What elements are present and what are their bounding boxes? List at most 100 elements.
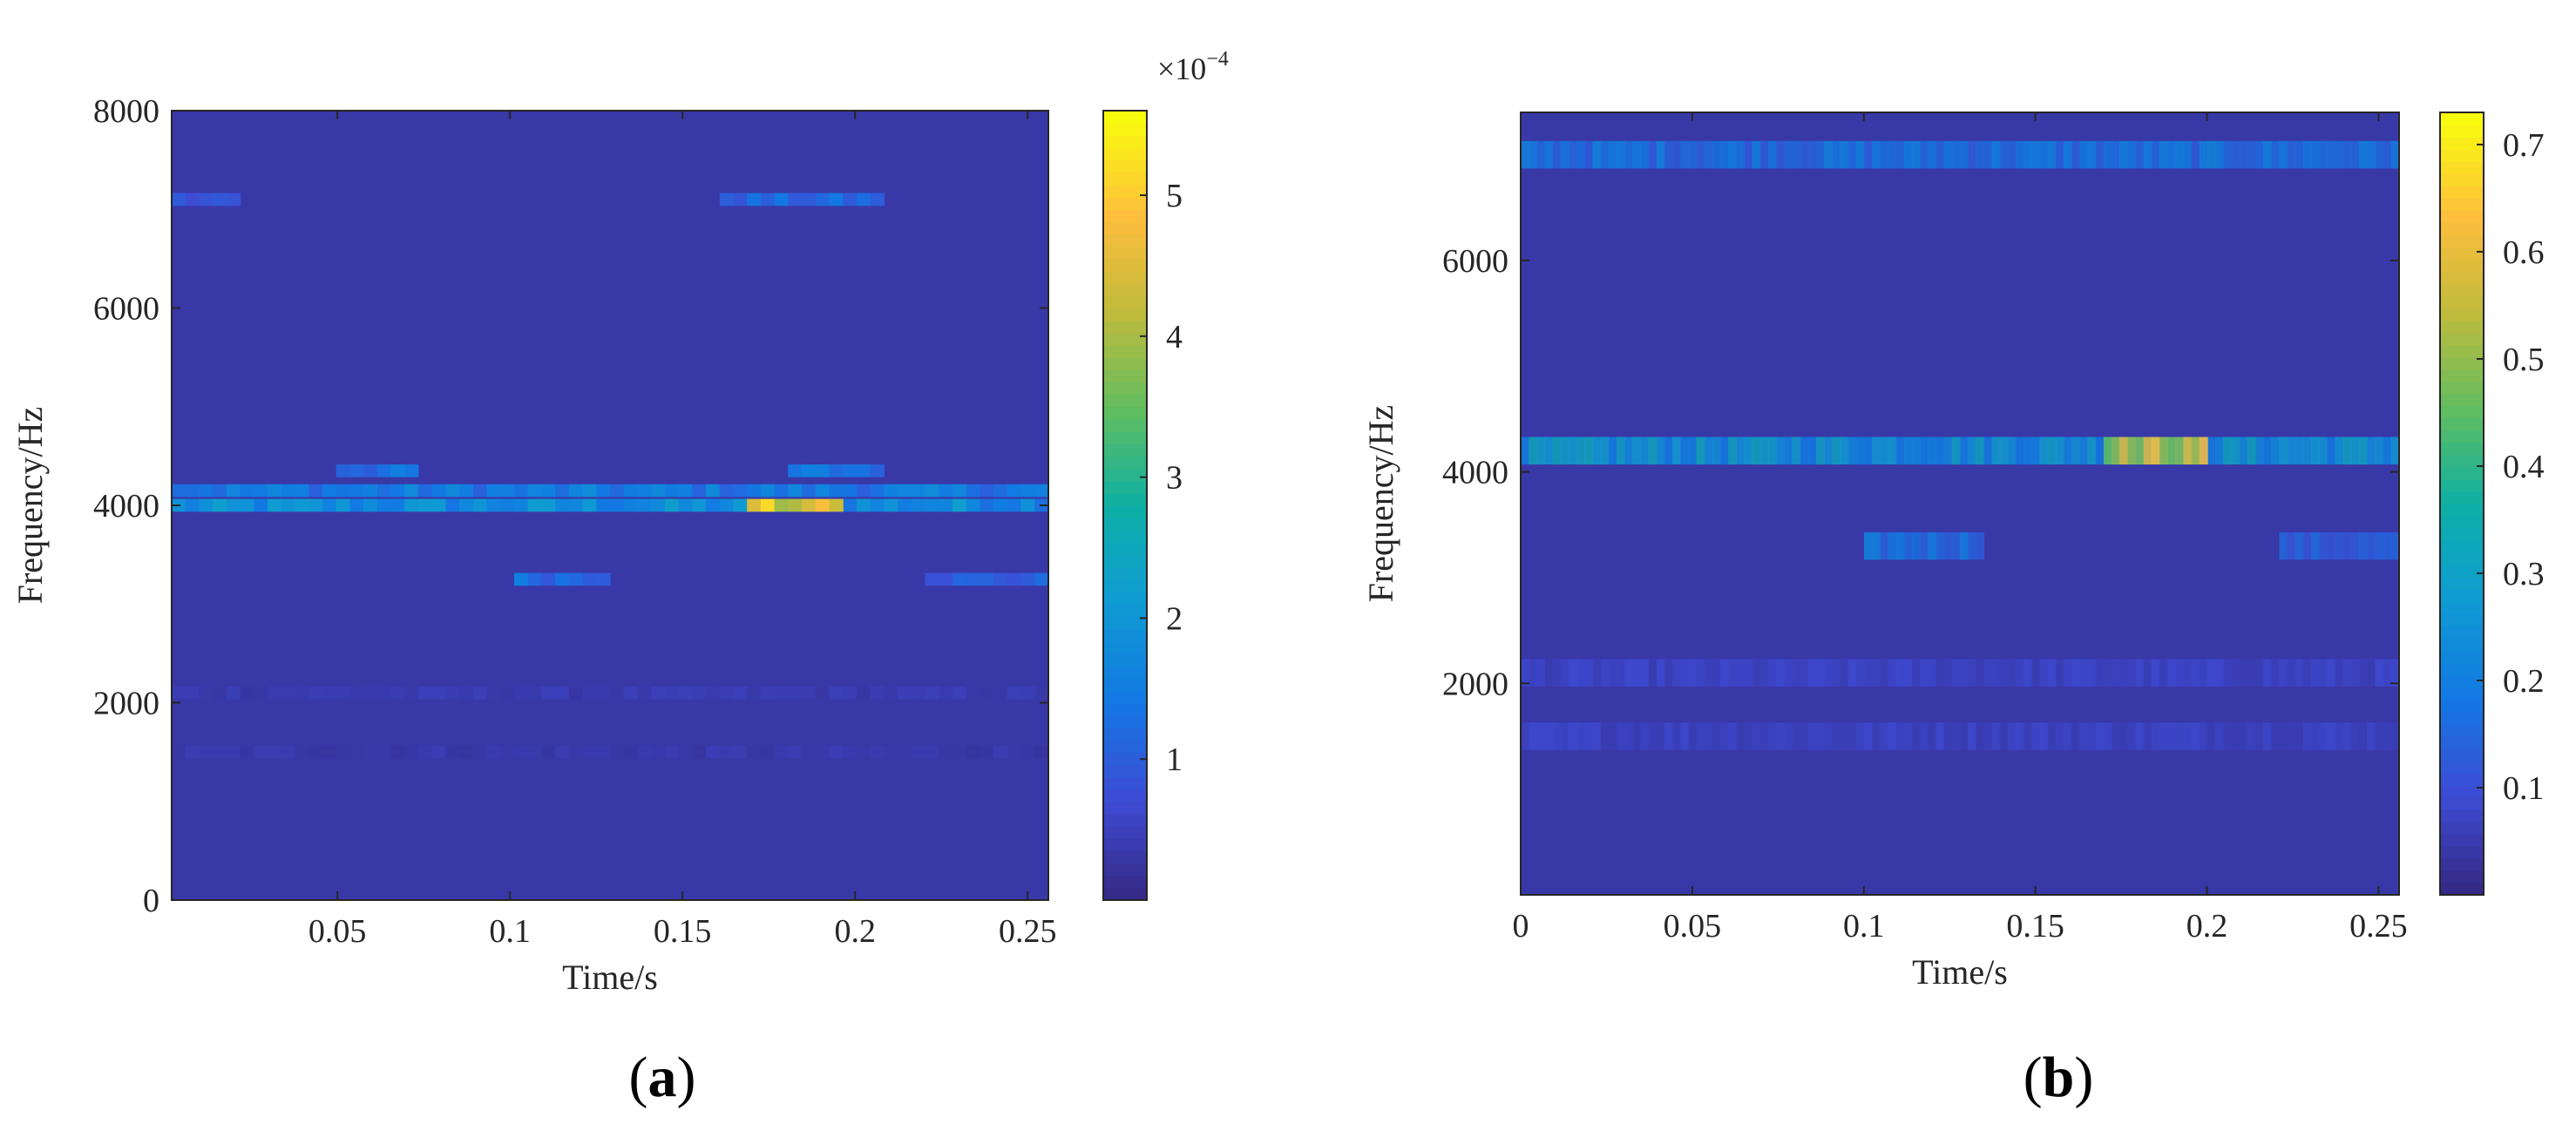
heatmap-cell	[1968, 437, 1976, 465]
heatmap-cell	[747, 498, 762, 512]
heatmap-cell	[2303, 140, 2312, 169]
heatmap-cell	[1648, 722, 1657, 750]
heatmap-cell	[445, 745, 460, 759]
colorbar-segment	[2440, 626, 2484, 639]
heatmap-cell	[1976, 437, 1985, 465]
heatmap-cell	[1847, 659, 1857, 687]
axes-frame	[1520, 112, 2400, 896]
heatmap-cell	[1968, 140, 1976, 169]
heatmap-cell	[1983, 722, 1993, 750]
heatmap-cell	[898, 745, 912, 759]
heatmap-cell	[1656, 140, 1665, 169]
heatmap-cell	[541, 745, 556, 759]
heatmap-cell	[2215, 437, 2224, 465]
colorbar-exponent-base: ×10	[1157, 51, 1206, 86]
heatmap-cell	[1792, 437, 1801, 465]
heatmap-cell	[2335, 722, 2344, 750]
heatmap-cell	[336, 464, 350, 477]
x-tick-label: 0.05	[308, 913, 367, 950]
x-tick-label: 0.25	[999, 913, 1057, 950]
heatmap-cell	[1007, 745, 1022, 759]
heatmap-cell	[1592, 659, 1602, 687]
heatmap-cell	[2112, 722, 2120, 750]
heatmap-cell	[1544, 722, 1554, 750]
heatmap-cell	[404, 464, 419, 477]
heatmap-cell	[596, 745, 611, 759]
heatmap-cell	[404, 498, 419, 512]
heatmap-cell	[2079, 659, 2089, 687]
heatmap-cell	[1560, 437, 1569, 465]
heatmap-cell	[555, 686, 570, 700]
heatmap-cell	[2215, 140, 2224, 169]
heatmap-cell	[1521, 722, 1529, 750]
heatmap-cell	[1592, 140, 1602, 169]
heatmap-cell	[500, 484, 515, 498]
heatmap-cell	[1664, 722, 1673, 750]
heatmap-cell	[363, 484, 378, 498]
heatmap-cell	[856, 484, 871, 498]
heatmap-cell	[2311, 722, 2320, 750]
heatmap-cell	[884, 745, 898, 759]
heatmap-cell	[2390, 722, 2399, 750]
heatmap-cell	[2039, 437, 2049, 465]
chart-panel-b: 0 0.05 0.1 0.15 0.2 0.25 2000 4000 6000 Time/s Fre…	[1361, 112, 2545, 1109]
heatmap-cell	[2143, 722, 2152, 750]
heatmap-cell	[719, 498, 735, 512]
heatmap-cell	[2311, 140, 2320, 169]
heatmap-cell	[527, 484, 542, 498]
heatmap-cell	[417, 498, 433, 512]
colorbar-segment	[1103, 566, 1147, 580]
colorbar-segment	[2440, 417, 2484, 431]
heatmap-cell	[472, 498, 488, 512]
heatmap-cell	[1544, 140, 1554, 169]
heatmap-cell	[911, 745, 926, 759]
heatmap-cell	[993, 498, 1008, 512]
heatmap-cell	[1632, 659, 1642, 687]
heatmap-cell	[678, 745, 693, 759]
heatmap-cell	[308, 745, 323, 759]
heatmap-cell	[2008, 140, 2017, 169]
heatmap-cell	[610, 745, 625, 759]
heatmap-cell	[2024, 722, 2033, 750]
heatmap-cell	[281, 498, 296, 512]
heatmap-cell	[172, 745, 186, 759]
heatmap-cell	[199, 498, 214, 512]
heatmap-cell	[1768, 659, 1777, 687]
colorbar-frame	[1102, 110, 1148, 901]
colorbar-segment	[1103, 887, 1147, 901]
heatmap-cell	[2087, 140, 2097, 169]
heatmap-cell	[1800, 437, 1809, 465]
heatmap-cell	[993, 572, 1008, 586]
colorbar-segment	[1103, 382, 1147, 396]
heatmap-cell	[2263, 437, 2272, 465]
colorbar-segment	[1103, 394, 1147, 408]
heatmap-cell	[774, 484, 789, 498]
heatmap-cell	[445, 484, 460, 498]
heatmap-cell	[2064, 140, 2072, 169]
heatmap-cell	[623, 498, 638, 512]
panel-letter: b	[2043, 1046, 2075, 1109]
heatmap-cell	[1569, 437, 1577, 465]
heatmap-cell	[2255, 437, 2264, 465]
heatmap-cell	[2143, 659, 2152, 687]
colorbar-segment	[2440, 198, 2484, 211]
heatmap-cell	[637, 686, 652, 700]
heatmap-cell	[459, 686, 474, 700]
heatmap-cell	[1776, 659, 1785, 687]
heatmap-cell	[788, 686, 803, 700]
heatmap-cell	[1935, 437, 1945, 465]
heatmap-cell	[802, 686, 817, 700]
heatmap-cell	[1672, 140, 1681, 169]
heatmap-cell	[1680, 722, 1690, 750]
heatmap-cell	[1895, 659, 1905, 687]
colorbar-segment	[2440, 369, 2484, 383]
heatmap-cell	[2271, 140, 2281, 169]
heatmap-cell	[2159, 140, 2168, 169]
heatmap-cell	[2135, 659, 2145, 687]
heatmap-cell	[363, 498, 378, 512]
heatmap-cell	[2087, 437, 2097, 465]
heatmap-cell	[2335, 140, 2344, 169]
heatmap-cell	[1920, 140, 1929, 169]
heatmap-cell	[226, 484, 241, 498]
colorbar-segment	[2440, 283, 2484, 297]
